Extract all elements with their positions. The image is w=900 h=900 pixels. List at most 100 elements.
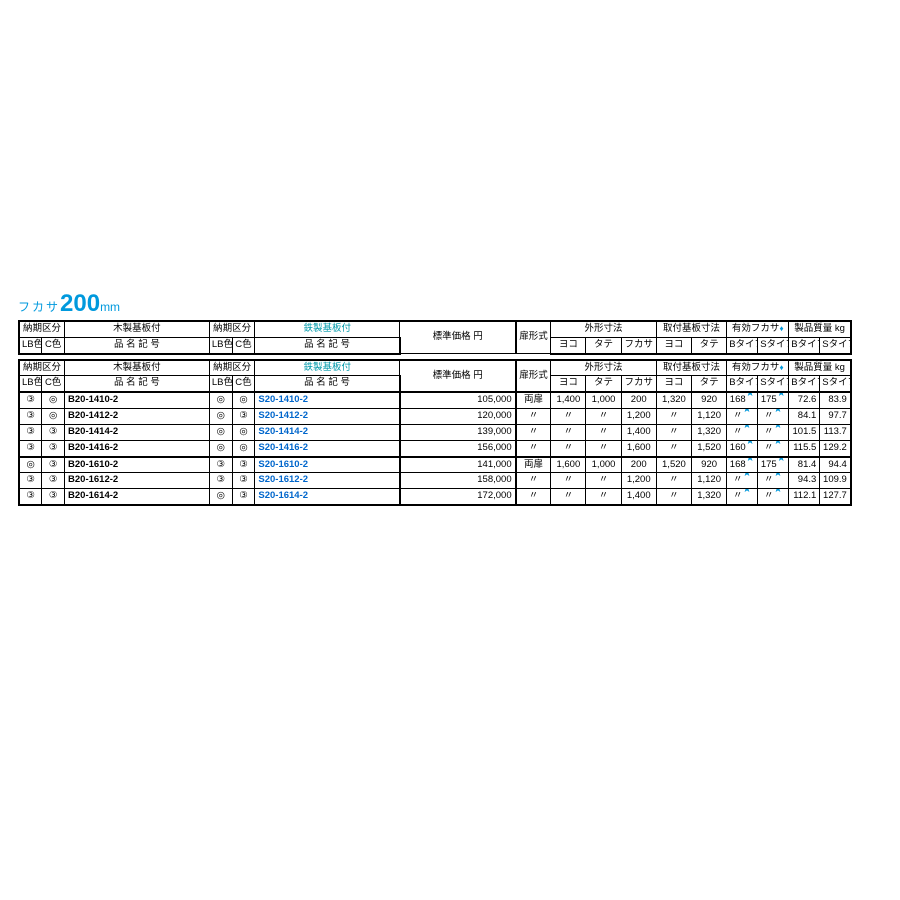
cell-pn1: B20-1410-2 [65,392,210,408]
hdr-delivery-2: 納期区分 [209,360,255,376]
cell-st: 175★ [758,392,789,408]
cell-lb2: ◎ [209,424,232,440]
cell-oy: 〃 [551,440,586,456]
hdr-oy: ヨコ [551,376,586,392]
cell-lb1: ◎ [19,457,42,473]
cell-my: 〃 [656,424,691,440]
cell-of: 1,400 [621,424,656,440]
cell-mt: 1,320 [692,489,727,505]
cell-ws: 94.4 [820,457,851,473]
cell-wb: 115.5 [789,440,820,456]
hdr-mount: 取付基板寸法 [656,360,726,376]
cell-lb2: ◎ [209,409,232,425]
cell-wb: 84.1 [789,409,820,425]
cell-wb: 72.6 [789,392,820,408]
cell-pn1: B20-1612-2 [65,473,210,489]
cell-door: 〃 [516,409,551,425]
cell-st: 〃★ [758,473,789,489]
cell-pn2: S20-1410-2 [255,392,400,408]
cell-c2: ③ [232,409,255,425]
cell-my: 〃 [656,489,691,505]
cell-my: 〃 [656,440,691,456]
hdr-lb1: LB色 [19,337,42,353]
hdr-delivery-1: 納期区分 [19,360,65,376]
cell-price: 172,000 [400,489,516,505]
hdr-wood: 木製基板付 [65,321,210,337]
cell-of: 1,400 [621,489,656,505]
cell-mt: 920 [692,457,727,473]
cell-ws: 127.7 [820,489,851,505]
hdr-oy: ヨコ [551,337,586,353]
cell-my: 1,320 [656,392,691,408]
cell-oy: 〃 [551,424,586,440]
depth-title: フカサ200mm [18,290,882,318]
hdr-c2: C色 [232,376,255,392]
cell-bt: 160★ [727,440,758,456]
hdr-weight: 製品質量 kg [789,360,851,376]
hdr-mt: タテ [692,376,727,392]
hdr-lb1: LB色 [19,376,42,392]
cell-mt: 1,120 [692,473,727,489]
hdr-mt: タテ [692,337,727,353]
table-row: ③◎B20-1410-2◎◎S20-1410-2105,000両扉1,4001,… [19,392,882,408]
cell-wb: 112.1 [789,489,820,505]
cell-my: 〃 [656,473,691,489]
cell-price: 156,000 [400,440,516,456]
hdr-c1: C色 [42,337,65,353]
cell-door: 〃 [516,473,551,489]
cell-c1: ③ [42,473,65,489]
hdr-delivery-1: 納期区分 [19,321,65,337]
cell-pn2: S20-1612-2 [255,473,400,489]
hdr-ot: タテ [586,376,621,392]
cell-ws: 113.7 [820,424,851,440]
cell-bt: 〃★ [727,489,758,505]
cell-bt: 〃★ [727,424,758,440]
cell-lb2: ◎ [209,440,232,456]
table-row: ③③B20-1414-2◎◎S20-1414-2139,000〃〃〃1,400〃… [19,424,882,440]
cell-c1: ◎ [42,392,65,408]
cell-of: 1,600 [621,440,656,456]
hdr-bt: Bタイプ [727,376,758,392]
cell-pn2: S20-1414-2 [255,424,400,440]
cell-price: 158,000 [400,473,516,489]
cell-oy: 1,600 [551,457,586,473]
cell-st: 〃★ [758,409,789,425]
cell-pn1: B20-1416-2 [65,440,210,456]
hdr-st: Sタイプ [758,337,789,353]
cell-st: 〃★ [758,489,789,505]
cell-of: 1,200 [621,473,656,489]
title-number: 200 [60,290,100,317]
hdr-ws: Sタイプ [820,337,851,353]
cell-bt: 〃★ [727,473,758,489]
cell-c1: ③ [42,489,65,505]
hdr-wb: Bタイプ [789,337,820,353]
cell-ws: 129.2 [820,440,851,456]
cell-c1: ◎ [42,409,65,425]
cell-mt: 1,320 [692,424,727,440]
cell-lb2: ◎ [209,392,232,408]
hdr-outer: 外形寸法 [551,360,657,376]
cell-bt: 〃★ [727,409,758,425]
hdr-price: 標準価格 円 [400,360,516,393]
cell-oy: 1,400 [551,392,586,408]
hdr-bt: Bタイプ [727,337,758,353]
cell-lb1: ③ [19,392,42,408]
hdr-of: フカサ [621,376,656,392]
hdr-iron: 鉄製基板付 [255,360,400,376]
cell-lb1: ③ [19,489,42,505]
cell-wb: 101.5 [789,424,820,440]
cell-door: 〃 [516,440,551,456]
cell-my: 1,520 [656,457,691,473]
table-row: ◎③B20-1610-2③③S20-1610-2141,000両扉1,6001,… [19,457,882,473]
cell-mt: 920 [692,392,727,408]
cell-of: 200 [621,392,656,408]
cell-wb: 81.4 [789,457,820,473]
cell-pn1: B20-1412-2 [65,409,210,425]
cell-ot: 〃 [586,424,621,440]
cell-c2: ◎ [232,392,255,408]
cell-ot: 1,000 [586,457,621,473]
hdr-iron: 鉄製基板付 [255,321,400,337]
hdr-c2: C色 [232,337,255,353]
cell-pn2: S20-1412-2 [255,409,400,425]
cell-lb2: ◎ [209,489,232,505]
